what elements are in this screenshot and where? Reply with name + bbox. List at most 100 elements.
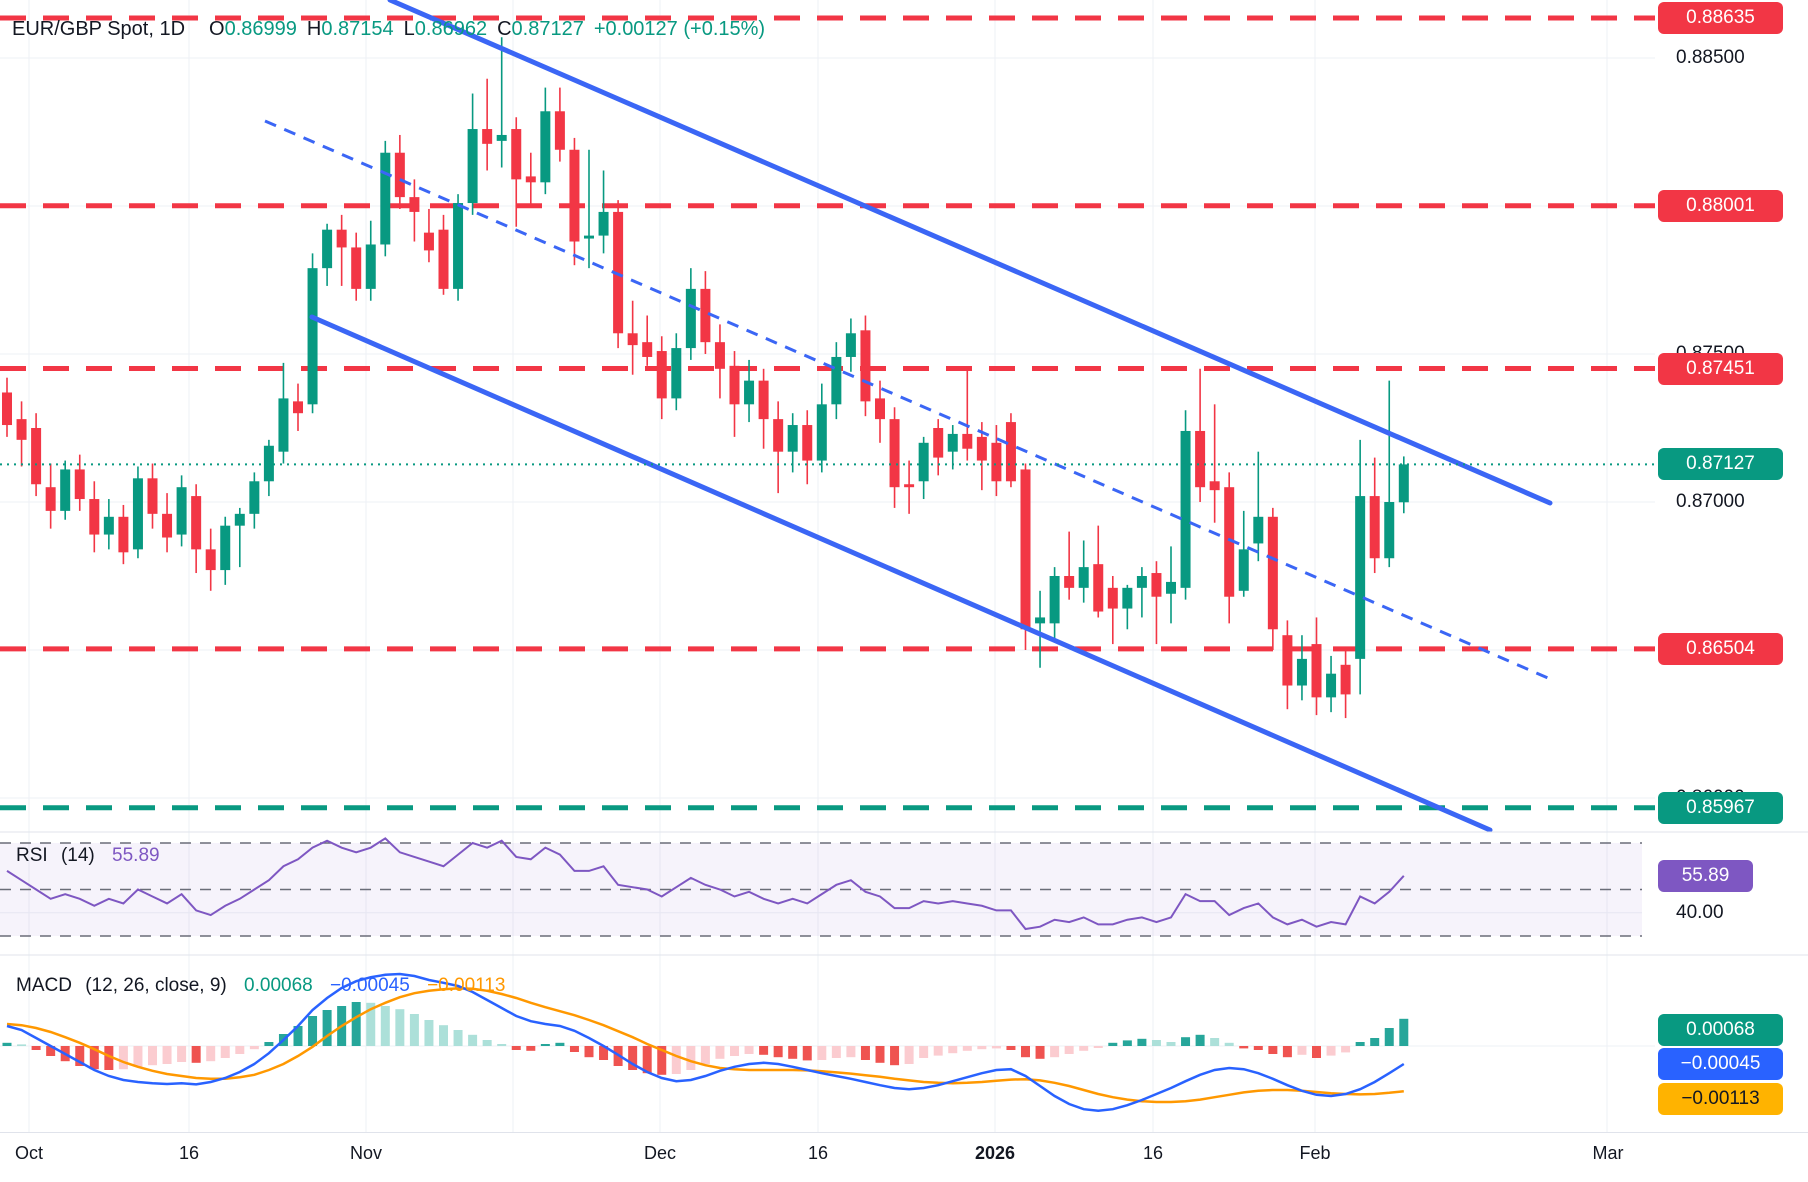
candle-body bbox=[249, 481, 260, 514]
candle-body bbox=[1296, 658, 1307, 686]
candle-body bbox=[234, 513, 245, 526]
candle-body bbox=[2, 392, 12, 426]
level-lines[interactable] bbox=[0, 15, 1655, 811]
candle-body bbox=[787, 425, 798, 452]
candle-body bbox=[453, 203, 464, 289]
candle-body bbox=[45, 487, 56, 511]
rsi-line bbox=[6, 837, 1405, 931]
candle-body bbox=[540, 111, 551, 183]
candle-body bbox=[1151, 573, 1162, 597]
candle-body bbox=[118, 516, 129, 553]
candle-body bbox=[845, 333, 856, 357]
candle-body bbox=[860, 330, 871, 402]
candle-body bbox=[831, 356, 842, 405]
candle-body bbox=[336, 229, 347, 248]
gridlines bbox=[0, 0, 1655, 1132]
candle-body bbox=[802, 425, 813, 461]
candle-body bbox=[991, 442, 1002, 482]
candle-body bbox=[642, 342, 653, 357]
candle-body bbox=[380, 152, 391, 245]
candle-body bbox=[365, 244, 376, 289]
candle-body bbox=[1340, 664, 1351, 695]
candle-body bbox=[613, 211, 624, 334]
candle-body bbox=[1049, 576, 1060, 624]
candle-body bbox=[1180, 430, 1191, 588]
candle-body bbox=[1209, 481, 1220, 491]
candle-body bbox=[1122, 587, 1133, 609]
candle-body bbox=[904, 484, 915, 488]
candle-body bbox=[278, 398, 289, 452]
candle-body bbox=[598, 211, 609, 236]
candle-body bbox=[1267, 516, 1278, 630]
candle-body bbox=[293, 401, 303, 414]
candle-body bbox=[74, 469, 85, 500]
candle-body bbox=[1005, 422, 1016, 482]
candle-body bbox=[89, 499, 100, 535]
candle-body bbox=[875, 398, 885, 420]
candle-body bbox=[351, 247, 362, 289]
candle-body bbox=[962, 433, 973, 449]
candle-body bbox=[1282, 635, 1293, 686]
candle-body bbox=[482, 129, 493, 144]
candle-body bbox=[438, 229, 449, 289]
candle-body bbox=[685, 288, 696, 349]
candle-body bbox=[496, 134, 507, 141]
candle-body bbox=[16, 419, 27, 440]
candle-body bbox=[31, 428, 42, 485]
candle-body bbox=[147, 478, 158, 514]
candle-body bbox=[176, 487, 187, 535]
candle-body bbox=[191, 496, 202, 550]
candle-body bbox=[1064, 576, 1075, 588]
candle-body bbox=[162, 513, 173, 538]
candle-body bbox=[918, 442, 929, 482]
candle-body bbox=[322, 229, 333, 269]
trend-channel[interactable] bbox=[264, 0, 1553, 833]
candle-body bbox=[714, 342, 725, 369]
macd-signal-line bbox=[6, 987, 1404, 1104]
candle-body bbox=[1195, 430, 1206, 488]
candle-body bbox=[132, 478, 143, 550]
candle-body bbox=[1326, 673, 1337, 698]
candle-body bbox=[1093, 564, 1104, 612]
candle-body bbox=[933, 428, 944, 458]
macd-histogram bbox=[2, 1002, 1409, 1075]
rsi-band bbox=[0, 842, 1642, 937]
candle-body bbox=[671, 348, 682, 399]
macd-main-line bbox=[6, 972, 1405, 1113]
candle-body bbox=[584, 235, 594, 239]
candle-body bbox=[1384, 502, 1395, 559]
candle-body bbox=[816, 404, 827, 461]
candle-body bbox=[1253, 516, 1264, 544]
candle-body bbox=[627, 333, 638, 346]
candle-body bbox=[729, 365, 740, 405]
candle-body bbox=[1369, 496, 1380, 559]
candle-body bbox=[423, 232, 434, 251]
candle-body bbox=[220, 525, 231, 571]
candle-body bbox=[409, 197, 420, 212]
candle-body bbox=[947, 433, 958, 452]
candle-body bbox=[1035, 617, 1046, 624]
candle-body bbox=[773, 419, 784, 452]
candle-body bbox=[554, 111, 565, 150]
candle-body bbox=[60, 469, 71, 511]
candle-body bbox=[1107, 587, 1118, 609]
candle-body bbox=[467, 129, 478, 204]
candle-body bbox=[394, 152, 405, 198]
candle-body bbox=[205, 549, 216, 571]
candle-body bbox=[1136, 576, 1147, 588]
candlestick-series bbox=[2, 37, 1409, 719]
candle-body bbox=[1311, 644, 1322, 698]
candle-body bbox=[307, 268, 318, 405]
candle-body bbox=[103, 516, 114, 535]
candle-body bbox=[1078, 567, 1089, 588]
candle-body bbox=[1020, 469, 1031, 630]
candle-body bbox=[976, 436, 987, 461]
candle-body bbox=[1224, 487, 1235, 597]
candle-body bbox=[1166, 581, 1176, 594]
candle-body bbox=[1398, 464, 1409, 503]
candle-body bbox=[700, 288, 711, 343]
candle-body bbox=[511, 129, 522, 180]
candle-body bbox=[889, 419, 900, 488]
